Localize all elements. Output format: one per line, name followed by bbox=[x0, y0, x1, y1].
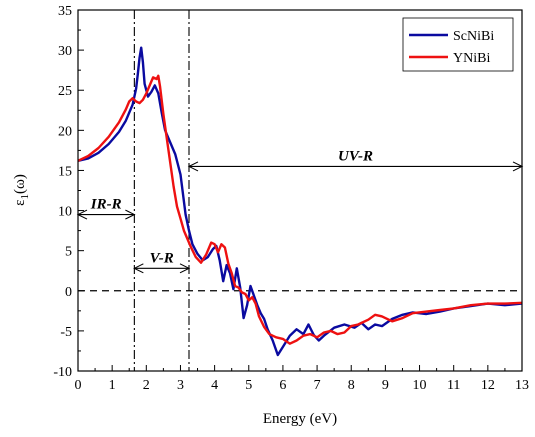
region-arrowhead-left-uv-r bbox=[187, 161, 199, 172]
legend-label-ynibi: YNiBi bbox=[453, 51, 490, 66]
x-tick-label: 4 bbox=[211, 378, 218, 393]
x-tick-label: 10 bbox=[413, 378, 427, 393]
region-arrowhead-right-ir-r bbox=[125, 209, 136, 220]
region-arrowhead-right-v-r bbox=[179, 263, 191, 274]
x-tick-label: 9 bbox=[382, 378, 389, 393]
series-layer bbox=[78, 46, 522, 357]
y-tick-label: 30 bbox=[58, 44, 72, 59]
y-tick-label: 35 bbox=[58, 4, 72, 19]
x-tick-label: 3 bbox=[177, 378, 184, 393]
x-axis-title: Energy (eV) bbox=[263, 411, 337, 427]
x-tick-label: 13 bbox=[515, 378, 529, 393]
region-label-uv-r: UV-R bbox=[338, 148, 373, 164]
y-tick-label: 10 bbox=[58, 205, 72, 220]
x-tick-label: 2 bbox=[143, 378, 150, 393]
series-line-scnibi bbox=[78, 46, 522, 357]
legend: ScNiBi YNiBi bbox=[402, 17, 514, 72]
y-tick-label: 20 bbox=[58, 124, 72, 139]
y-axis-title: ε1(ω) bbox=[12, 174, 31, 206]
legend-box bbox=[402, 17, 514, 72]
y-tick-label: -10 bbox=[53, 365, 72, 380]
y-axis-title-sub: 1 bbox=[19, 194, 31, 200]
y-tick-label: 15 bbox=[58, 164, 72, 179]
reference-lines bbox=[78, 10, 522, 371]
region-label-v-r: V-R bbox=[150, 250, 174, 266]
x-tick-label: 6 bbox=[279, 378, 286, 393]
legend-label-scnibi: ScNiBi bbox=[453, 29, 494, 44]
x-tick-label: 11 bbox=[447, 378, 460, 393]
y-tick-label: -5 bbox=[60, 325, 72, 340]
x-tick-label: 5 bbox=[245, 378, 252, 393]
x-tick-label: 12 bbox=[481, 378, 495, 393]
region-label-ir-r: IR-R bbox=[90, 197, 122, 213]
x-tick-label: 1 bbox=[109, 378, 116, 393]
series-line-ynibi bbox=[78, 74, 522, 345]
y-tick-label: 0 bbox=[65, 285, 72, 300]
x-tick-label: 0 bbox=[75, 378, 82, 393]
region-arrowhead-left-v-r bbox=[133, 263, 144, 274]
x-tick-label: 8 bbox=[348, 378, 355, 393]
y-tick-label: 25 bbox=[58, 84, 72, 99]
y-axis-title-rest: (ω) bbox=[12, 174, 28, 194]
x-tick-label: 7 bbox=[314, 378, 321, 393]
y-axis-title-main: ε bbox=[12, 200, 28, 206]
y-tick-label: 5 bbox=[65, 245, 72, 260]
annotations-layer: IR-R V-R UV-R bbox=[76, 148, 524, 274]
